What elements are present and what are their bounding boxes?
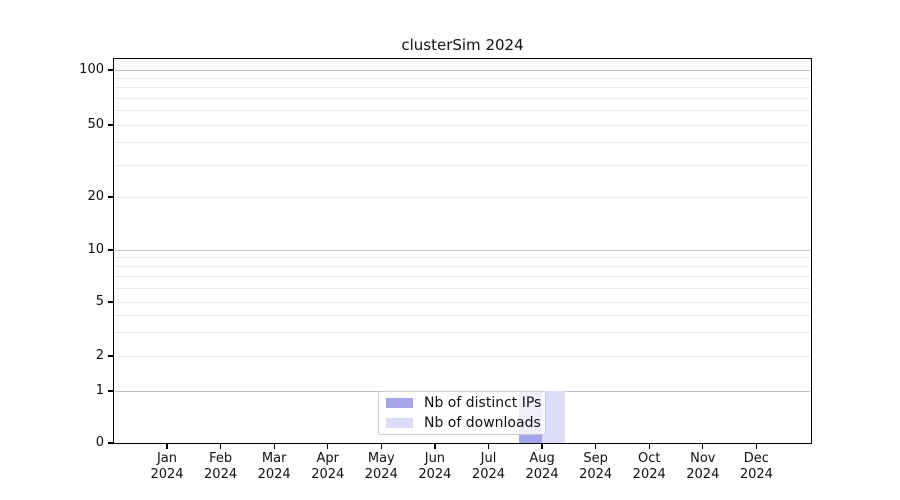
gridline-minor — [115, 142, 810, 144]
x-tick-label: Jul 2024 — [456, 451, 520, 483]
x-tick-label: Apr 2024 — [296, 451, 360, 483]
x-tick-mark — [434, 444, 436, 449]
x-tick-mark — [273, 444, 275, 449]
x-tick-year: 2024 — [739, 467, 773, 482]
chart-title: clusterSim 2024 — [401, 36, 524, 54]
gridline-labeled — [115, 124, 810, 126]
legend-swatch — [386, 417, 413, 428]
x-tick-year: 2024 — [686, 467, 720, 482]
x-tick-mark — [166, 444, 168, 449]
legend: Nb of distinct IPs Nb of downloads — [378, 391, 546, 435]
x-tick-label: Jan 2024 — [135, 451, 199, 483]
x-tick-year: 2024 — [525, 467, 559, 482]
x-tick-mark — [219, 444, 222, 449]
y-tick-label: 5 — [95, 294, 104, 309]
x-tick-month: Oct — [637, 451, 661, 466]
x-tick-year: 2024 — [632, 467, 666, 482]
x-tick-month: Jun — [424, 451, 446, 466]
legend-label: Nb of distinct IPs — [424, 395, 542, 412]
y-tick-label: 10 — [87, 242, 104, 257]
x-tick-month: Sep — [583, 451, 608, 466]
legend-swatch — [386, 398, 413, 409]
x-tick-month: Feb — [209, 451, 233, 466]
gridline-minor — [115, 276, 810, 278]
x-tick-month: Aug — [529, 451, 555, 466]
x-tick-month: Mar — [261, 451, 287, 466]
x-tick-label: Oct 2024 — [617, 451, 681, 483]
x-tick-mark — [380, 444, 382, 449]
x-tick-year: 2024 — [150, 467, 184, 482]
gridline-minor — [115, 164, 810, 166]
gridline-minor — [115, 77, 810, 79]
x-tick-label: Jun 2024 — [403, 451, 467, 483]
x-tick-label: Sep 2024 — [564, 451, 628, 483]
x-tick-year: 2024 — [364, 467, 398, 482]
legend-label: Nb of downloads — [424, 414, 541, 431]
x-tick-label: Nov 2024 — [671, 451, 735, 483]
gridline-minor — [115, 287, 810, 289]
x-tick-year: 2024 — [471, 467, 506, 482]
x-tick-month: Nov — [690, 451, 716, 466]
x-tick-month: Apr — [316, 451, 339, 466]
x-tick-label: Aug 2024 — [510, 451, 574, 483]
gridline-minor — [115, 314, 810, 316]
y-tick-mark — [108, 124, 114, 126]
x-tick-month: Dec — [743, 451, 769, 466]
x-tick-mark — [702, 444, 704, 449]
x-tick-mark — [487, 444, 490, 449]
gridline-labeled — [115, 196, 810, 198]
x-tick-mark — [648, 444, 650, 449]
plot-area-border — [113, 58, 812, 444]
y-tick-label: 50 — [87, 117, 104, 132]
x-tick-mark — [327, 444, 329, 449]
x-tick-label: Dec 2024 — [724, 451, 788, 483]
y-tick-mark — [108, 355, 114, 357]
y-tick-mark — [108, 390, 114, 392]
y-tick-mark — [108, 442, 114, 444]
x-tick-year: 2024 — [418, 467, 452, 482]
y-tick-mark — [108, 249, 114, 251]
x-tick-label: Mar 2024 — [242, 451, 306, 483]
y-tick-label: 1 — [95, 383, 104, 398]
y-tick-label: 100 — [79, 62, 104, 77]
gridline-minor — [115, 110, 810, 112]
x-tick-month: May — [367, 451, 395, 466]
x-tick-year: 2024 — [204, 467, 238, 482]
legend-item: Nb of downloads — [386, 415, 545, 431]
x-tick-year: 2024 — [579, 467, 613, 482]
x-tick-year: 2024 — [311, 467, 345, 482]
y-tick-label: 0 — [95, 435, 104, 450]
x-tick-label: May 2024 — [349, 451, 413, 483]
bar-nb-of-downloads-aug — [542, 391, 566, 443]
y-tick-mark — [108, 196, 114, 198]
gridline-minor — [115, 266, 810, 268]
y-tick-mark — [108, 301, 114, 303]
gridline-minor — [115, 257, 810, 259]
legend-item: Nb of distinct IPs — [386, 395, 545, 411]
x-tick-mark — [541, 444, 543, 449]
gridline-minor — [115, 331, 810, 333]
gridline-major — [115, 249, 810, 251]
y-tick-label: 2 — [95, 348, 104, 363]
y-tick-mark — [108, 69, 114, 71]
gridline-minor — [115, 87, 810, 89]
x-tick-year: 2024 — [257, 467, 291, 482]
x-tick-month: Jul — [480, 451, 497, 466]
x-tick-month: Jan — [156, 451, 178, 466]
y-tick-label: 20 — [87, 189, 104, 204]
gridline-minor — [115, 97, 810, 99]
x-tick-mark — [594, 444, 597, 449]
x-tick-mark — [755, 444, 758, 449]
gridline-labeled — [115, 355, 810, 357]
x-tick-label: Feb 2024 — [189, 451, 253, 483]
gridline-major — [115, 69, 810, 71]
gridline-labeled — [115, 301, 810, 303]
